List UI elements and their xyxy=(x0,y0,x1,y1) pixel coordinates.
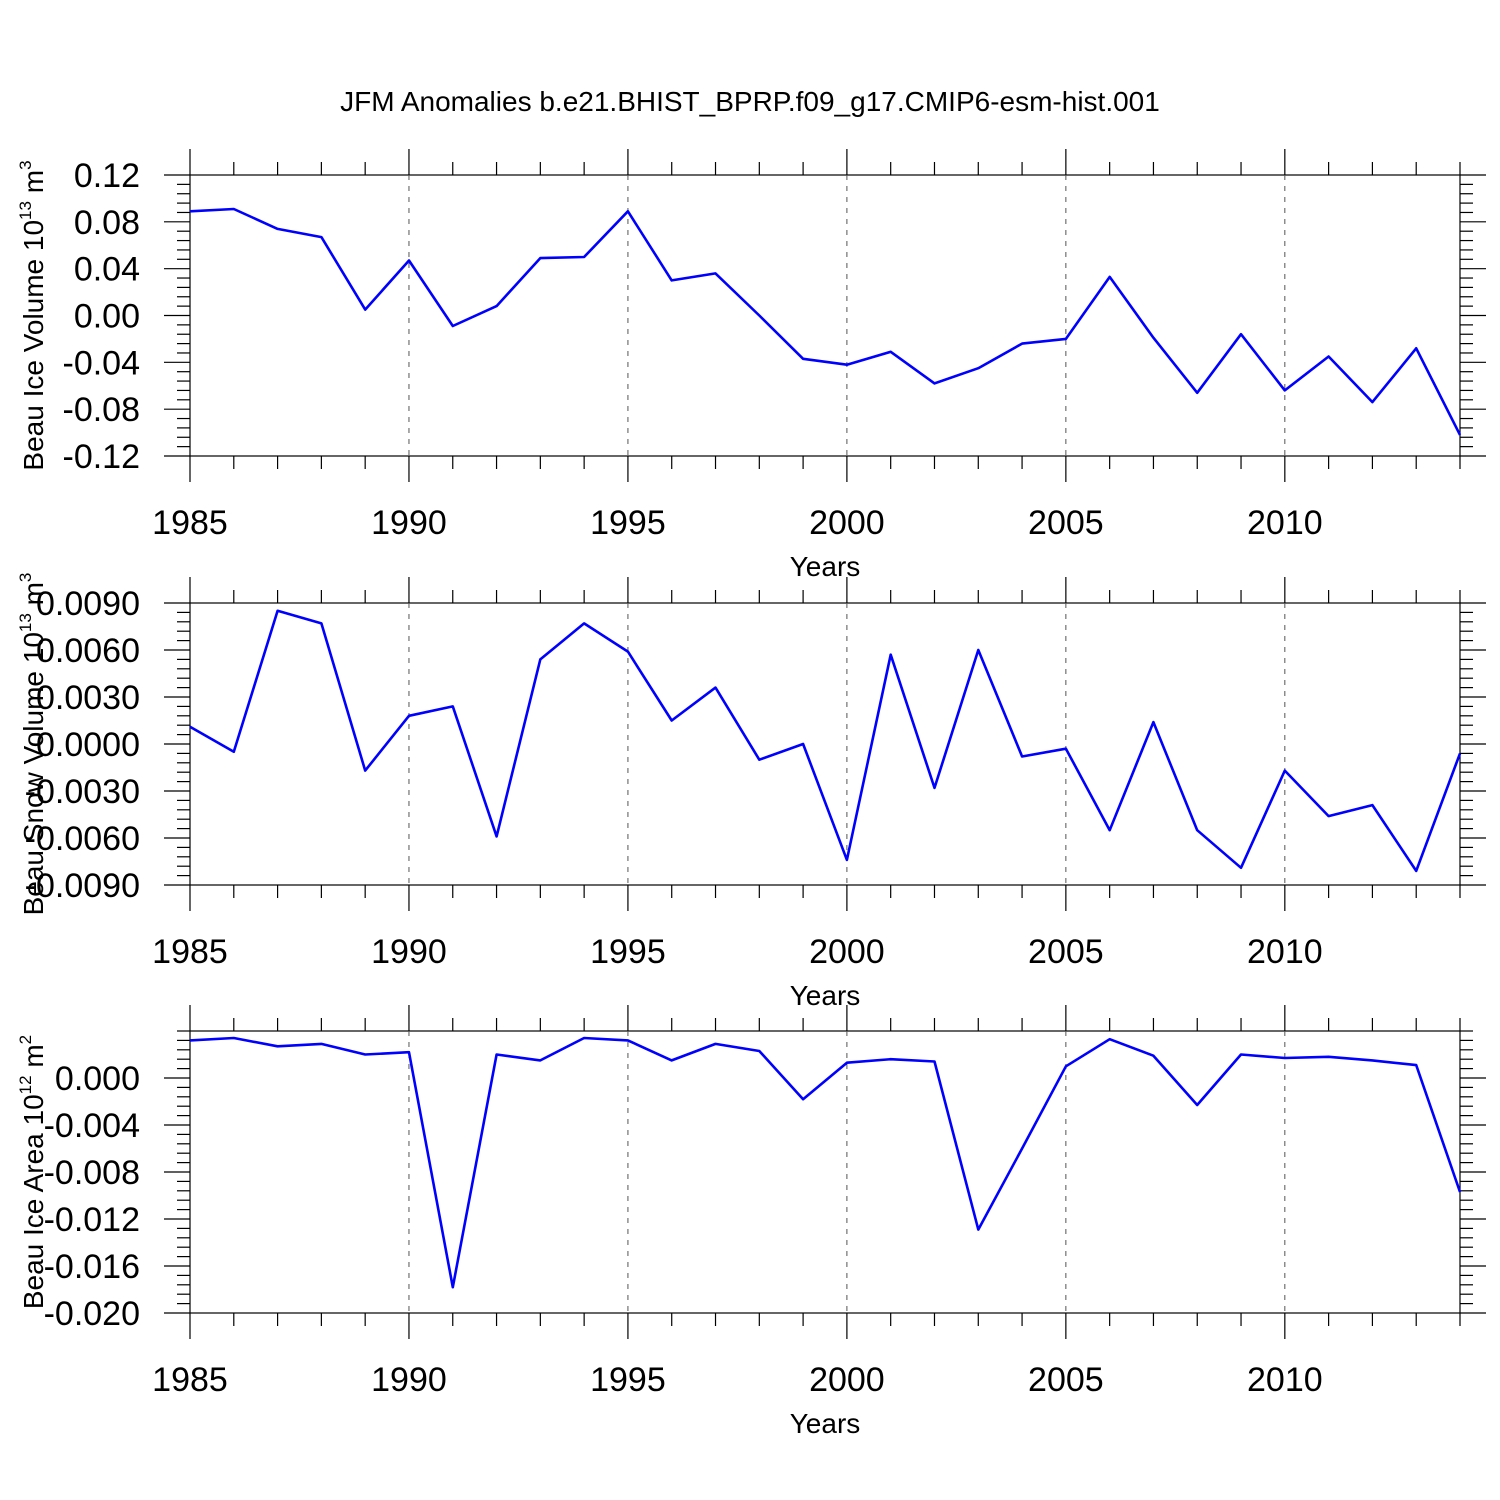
x-tick-label: 1995 xyxy=(590,504,666,542)
y-tick-label: -0.004 xyxy=(44,1107,140,1145)
x-tick-label: 1985 xyxy=(152,933,228,971)
series-line xyxy=(189,207,1462,436)
y-tick-label: -0.08 xyxy=(63,391,141,429)
panels: 1985 1990 1995 2000 2005 2010 Years -0.12 -0.08 -… xyxy=(16,149,1486,1439)
x-tick-label: 2010 xyxy=(1247,1361,1323,1399)
y-tick-label: 0.00 xyxy=(74,298,140,336)
y-tick-label: -0.008 xyxy=(44,1154,140,1192)
x-tick-label: 2005 xyxy=(1028,1361,1104,1399)
y-tick-label: -0.0060 xyxy=(25,820,140,858)
x-tick-label: 1995 xyxy=(590,1361,666,1399)
y-tick-label: 0.0090 xyxy=(36,585,140,623)
plot-frame xyxy=(189,174,1461,457)
series-line xyxy=(189,609,1462,873)
series-line xyxy=(189,1036,1462,1289)
x-axis-label: Years xyxy=(790,980,861,1011)
y-axis-label: Beau Ice Volume 1013 m3 xyxy=(16,160,49,470)
chart-title: JFM Anomalies b.e21.BHIST_BPRP.f09_g17.C… xyxy=(340,86,1160,117)
panel-2: 1985 1990 1995 2000 2005 2010 Years -0.0090 -0.0… xyxy=(16,573,1486,1011)
x-tick-label: 1990 xyxy=(371,504,447,542)
x-tick-label: 1985 xyxy=(152,504,228,542)
x-tick-label: 2000 xyxy=(809,504,885,542)
panel-1: 1985 1990 1995 2000 2005 2010 Years -0.12 -0.08 -… xyxy=(16,149,1486,582)
y-tick-label: -0.12 xyxy=(63,438,141,476)
y-tick-label: -0.012 xyxy=(44,1201,140,1239)
y-tick-label: 0.04 xyxy=(74,251,140,289)
x-tick-label: 1990 xyxy=(371,1361,447,1399)
y-tick-label: -0.0090 xyxy=(25,867,140,905)
y-axis-label: Beau Ice Area 1012 m2 xyxy=(16,1035,49,1309)
x-tick-label: 1990 xyxy=(371,933,447,971)
y-tick-label: 0.000 xyxy=(55,1060,140,1098)
x-tick-label: 2005 xyxy=(1028,504,1104,542)
x-tick-label: 2010 xyxy=(1247,933,1323,971)
y-tick-label: 0.08 xyxy=(74,204,140,242)
y-tick-label: 0.0000 xyxy=(36,726,140,764)
y-tick-label: -0.016 xyxy=(44,1248,140,1286)
x-axis-label: Years xyxy=(790,1408,861,1439)
y-tick-label: -0.04 xyxy=(63,344,141,382)
y-tick-label: 0.0060 xyxy=(36,632,140,670)
x-tick-label: 1995 xyxy=(590,933,666,971)
x-axis-label: Years xyxy=(790,551,861,582)
x-tick-label: 2010 xyxy=(1247,504,1323,542)
y-tick-label: 0.0030 xyxy=(36,679,140,717)
x-tick-label: 1985 xyxy=(152,1361,228,1399)
y-tick-label: -0.020 xyxy=(44,1295,140,1333)
y-tick-label: 0.12 xyxy=(74,157,140,195)
x-tick-label: 2000 xyxy=(809,1361,885,1399)
x-tick-label: 2005 xyxy=(1028,933,1104,971)
x-tick-label: 2000 xyxy=(809,933,885,971)
plot-frame xyxy=(189,1030,1461,1314)
y-axis-label: Beau Snow Volume 1013 m3 xyxy=(16,573,49,916)
y-tick-label: -0.0030 xyxy=(25,773,140,811)
panel-3: 1985 1990 1995 2000 2005 2010 Years -0.020 -0.01… xyxy=(16,1005,1486,1439)
plot-frame xyxy=(189,602,1461,886)
